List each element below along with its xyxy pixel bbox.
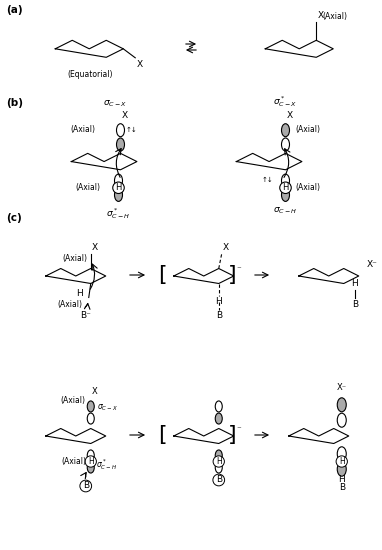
Text: (Axial): (Axial) [63,254,88,263]
Text: X: X [286,111,293,120]
Text: H: H [216,457,222,466]
Ellipse shape [115,174,123,187]
Text: $\sigma_{C-X}$: $\sigma_{C-X}$ [104,99,128,109]
Text: (Axial): (Axial) [296,125,320,134]
Ellipse shape [117,124,125,137]
Text: X: X [121,111,128,120]
Text: B: B [352,300,358,309]
Text: H: H [215,298,222,306]
Ellipse shape [282,174,290,187]
Text: (Axial): (Axial) [322,12,347,21]
Text: [: [ [158,265,166,285]
Text: (c): (c) [6,213,22,223]
Text: X: X [223,243,229,251]
Text: X: X [317,12,324,20]
Text: ⁻: ⁻ [236,266,241,274]
Text: H: H [282,183,289,192]
Text: (Axial): (Axial) [62,457,87,466]
Text: $\sigma_{C-X}$: $\sigma_{C-X}$ [97,402,118,412]
Ellipse shape [337,413,346,427]
Text: H: H [351,279,358,288]
Text: (Axial): (Axial) [61,396,86,405]
Text: $\sigma^*_{C-X}$: $\sigma^*_{C-X}$ [274,95,298,109]
Text: B: B [83,481,89,491]
Text: X⁻: X⁻ [337,383,347,393]
Ellipse shape [337,462,346,476]
Ellipse shape [117,138,125,151]
Text: X: X [92,388,97,397]
Text: ]: ] [228,425,236,445]
Ellipse shape [215,450,222,461]
Ellipse shape [215,401,222,412]
Ellipse shape [115,189,123,201]
Text: (Axial): (Axial) [71,125,96,134]
Text: ↑↓: ↑↓ [262,177,274,183]
Ellipse shape [282,189,290,201]
Ellipse shape [87,450,94,461]
Text: H: H [339,457,345,466]
Text: X: X [92,243,98,251]
Ellipse shape [215,462,222,473]
Ellipse shape [87,413,94,424]
Text: ↑↓: ↑↓ [126,128,137,133]
Text: X⁻: X⁻ [367,260,377,269]
Text: $\sigma_{C-H}$: $\sigma_{C-H}$ [273,206,298,216]
Ellipse shape [282,124,290,137]
Text: ⁻: ⁻ [236,426,241,434]
Ellipse shape [337,398,346,412]
Ellipse shape [215,413,222,424]
Text: H: H [115,183,122,192]
Text: H: H [88,457,94,466]
Text: $\sigma^*_{C-H}$: $\sigma^*_{C-H}$ [106,206,131,221]
Text: X: X [136,60,142,69]
Text: B: B [216,311,222,321]
Text: (a): (a) [6,5,23,15]
Text: [: [ [158,425,166,445]
Text: H: H [76,289,83,298]
Text: (Axial): (Axial) [296,183,320,192]
Text: $\sigma^*_{C-H}$: $\sigma^*_{C-H}$ [96,457,117,472]
Ellipse shape [337,447,346,461]
Text: (Equatorial): (Equatorial) [67,70,113,79]
Text: (Axial): (Axial) [58,300,83,309]
Ellipse shape [87,401,94,412]
Ellipse shape [87,462,94,473]
Text: (Axial): (Axial) [76,183,100,192]
Text: B: B [339,483,345,492]
Text: B⁻: B⁻ [80,311,91,321]
Text: B: B [216,476,222,485]
Ellipse shape [282,138,290,151]
Text: H: H [338,476,345,485]
Text: ]: ] [228,265,236,285]
Text: (b): (b) [6,98,23,108]
